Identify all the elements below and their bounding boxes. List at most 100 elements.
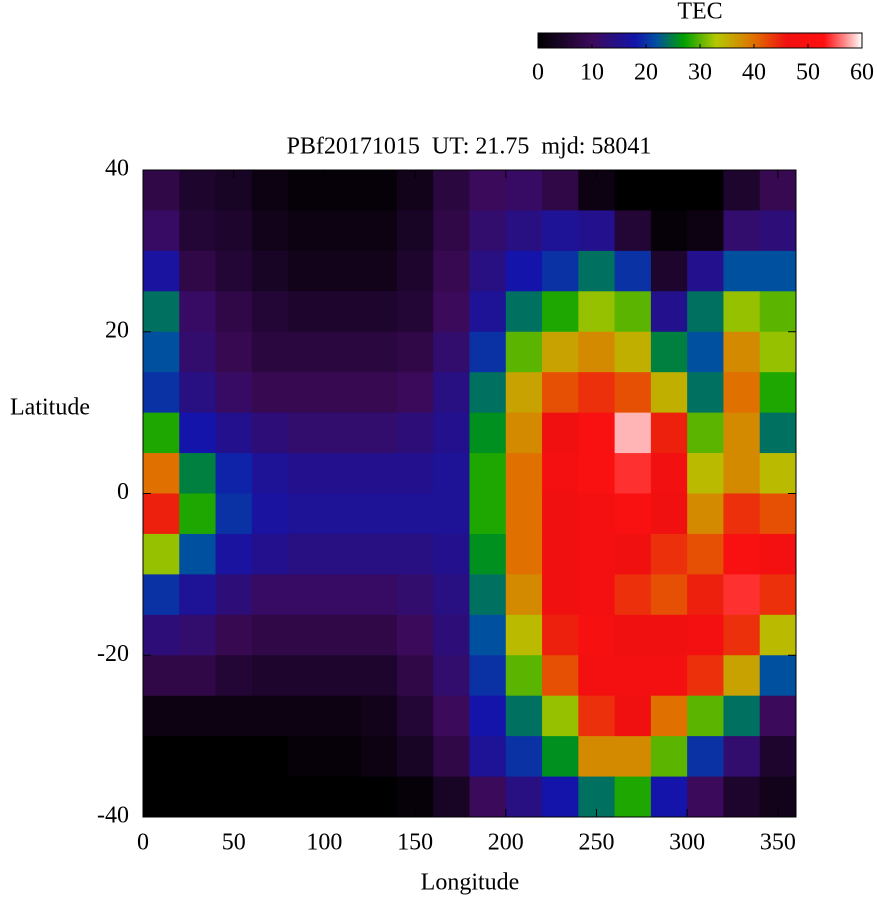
heat-cell (650, 250, 688, 292)
heat-cell (759, 250, 797, 292)
heat-cell (578, 533, 616, 575)
heat-cell (759, 493, 797, 535)
heat-cell (179, 210, 217, 252)
heat-cell (687, 493, 724, 535)
heat-cell (396, 331, 434, 373)
heat-cell (505, 533, 543, 575)
heat-cell (143, 453, 180, 494)
heat-cell (324, 170, 362, 211)
heat-cell (614, 170, 652, 211)
heat-cell (251, 574, 289, 616)
heat-cell (360, 210, 398, 252)
heat-cell (360, 412, 398, 454)
heat-cell (433, 331, 470, 373)
heat-cell (324, 736, 362, 778)
heat-cell (650, 776, 688, 818)
heat-cell (542, 412, 579, 454)
y-tick-label: 0 (117, 479, 129, 505)
colorbar-tick-label: 30 (688, 60, 712, 86)
heat-cell (288, 453, 325, 494)
heat-cell (179, 412, 217, 454)
heat-cell (324, 331, 362, 373)
heat-cell (396, 533, 434, 575)
heat-cell (396, 453, 434, 494)
heat-cell (433, 776, 470, 818)
heat-cell (759, 372, 797, 414)
heat-cell (360, 291, 398, 333)
heat-cell (614, 372, 652, 414)
heat-cell (215, 291, 253, 333)
heat-cell (614, 453, 652, 494)
heat-cell (179, 372, 217, 414)
heat-cell (723, 170, 761, 211)
heat-cell (251, 736, 289, 778)
heat-cell (469, 776, 507, 818)
heat-cell (505, 412, 543, 454)
heat-cell (179, 533, 217, 575)
heat-cell (505, 250, 543, 292)
heat-cell (469, 655, 507, 697)
heat-cell (723, 453, 761, 494)
heat-cell (687, 776, 724, 818)
heat-cell (288, 170, 325, 211)
heat-cell (433, 453, 470, 494)
heat-cell (505, 210, 543, 252)
heat-cell (505, 776, 543, 818)
heat-cell (505, 736, 543, 778)
heat-cell (542, 291, 579, 333)
heat-cell (542, 331, 579, 373)
heat-cell (288, 372, 325, 414)
heat-cell (505, 331, 543, 373)
y-tick-label: -40 (97, 803, 129, 829)
heat-cell (759, 736, 797, 778)
heat-cell (650, 695, 688, 737)
heat-cell (324, 695, 362, 737)
colorbar-tick-label: 60 (850, 60, 874, 86)
heat-cell (288, 655, 325, 697)
colorbar-tick-label: 40 (742, 60, 766, 86)
heat-cell (360, 655, 398, 697)
heat-cell (215, 736, 253, 778)
heat-cell (215, 655, 253, 697)
heat-cell (179, 776, 217, 818)
heat-cell (251, 776, 289, 818)
heat-cell (723, 210, 761, 252)
heat-cell (360, 736, 398, 778)
heat-cell (179, 250, 217, 292)
heat-cell (542, 250, 579, 292)
heat-cell (759, 210, 797, 252)
heat-cell (723, 331, 761, 373)
heat-cell (143, 493, 180, 535)
heat-cell (687, 574, 724, 616)
heat-cell (396, 210, 434, 252)
heat-cell (759, 695, 797, 737)
heat-cell (324, 533, 362, 575)
heat-cell (723, 291, 761, 333)
heat-cell (251, 170, 289, 211)
heat-cell (578, 250, 616, 292)
heat-cell (505, 655, 543, 697)
heat-cell (360, 614, 398, 656)
heat-cell (360, 574, 398, 616)
heat-cell (469, 291, 507, 333)
heat-cell (650, 412, 688, 454)
heat-cell (650, 331, 688, 373)
heat-cell (542, 493, 579, 535)
heat-cell (360, 250, 398, 292)
heat-cell (288, 614, 325, 656)
heat-cell (215, 533, 253, 575)
x-tick-label: 300 (669, 830, 705, 856)
heat-cell (614, 250, 652, 292)
heat-cell (505, 493, 543, 535)
heat-cell (324, 250, 362, 292)
heat-cell (360, 776, 398, 818)
heat-cell (288, 250, 325, 292)
heat-cell (723, 614, 761, 656)
heat-cell (433, 736, 470, 778)
heat-cell (288, 412, 325, 454)
heat-cell (542, 614, 579, 656)
heat-cell (614, 574, 652, 616)
heat-cell (759, 331, 797, 373)
heat-cell (614, 493, 652, 535)
